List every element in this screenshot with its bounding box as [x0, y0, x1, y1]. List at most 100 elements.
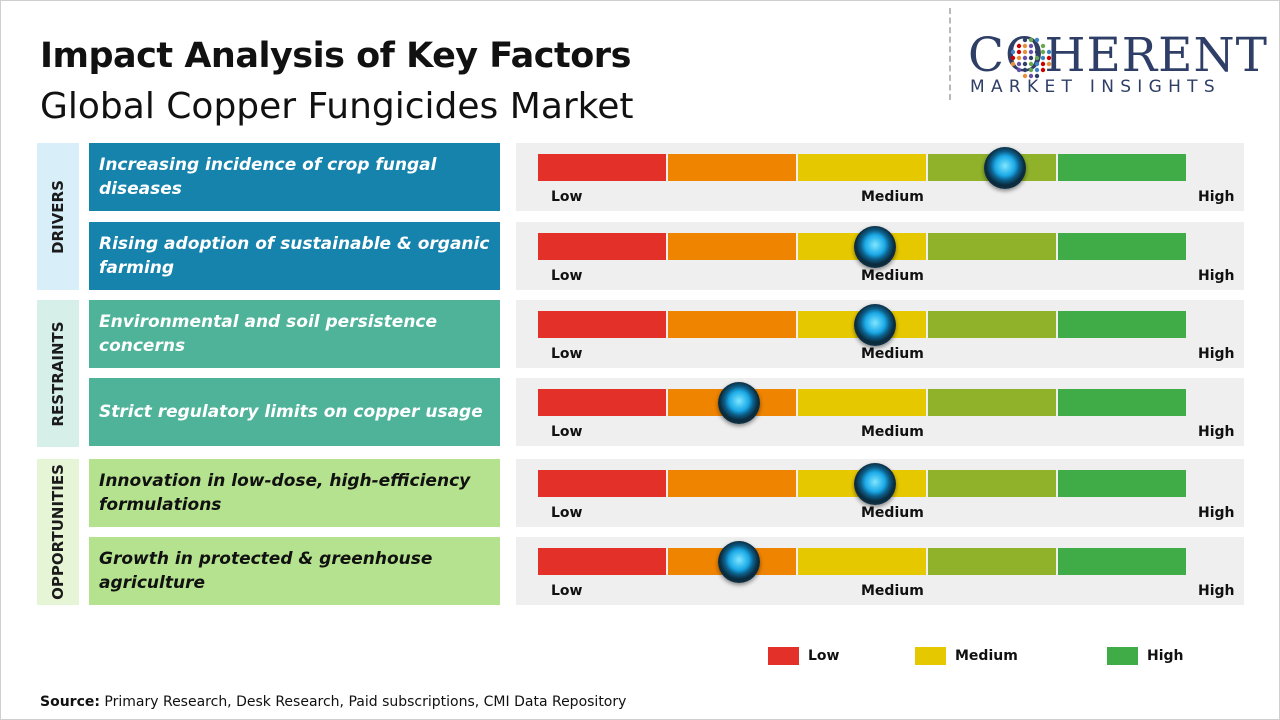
gauge-segment [798, 154, 926, 181]
gauge-label-medium: Medium [861, 189, 924, 205]
gauge-scale-bar [538, 311, 1186, 338]
logo-dot [1046, 55, 1052, 61]
impact-marker [853, 226, 896, 268]
factor-box: Increasing incidence of crop fungal dise… [89, 143, 500, 211]
gauge-label-high: High [1198, 583, 1235, 599]
factor-box: Strict regulatory limits on copper usage [89, 378, 500, 446]
gauge-segment [1058, 311, 1186, 338]
gauge-label-low: Low [551, 424, 583, 440]
logo-dot [1028, 67, 1034, 73]
logo-dot [1022, 49, 1028, 55]
logo-dot [1016, 55, 1022, 61]
logo-dot [1022, 37, 1028, 43]
logo-dot [1028, 37, 1034, 43]
source-text: Primary Research, Desk Research, Paid su… [99, 694, 627, 710]
logo-dot [1010, 49, 1016, 55]
logo-dot [1034, 43, 1040, 49]
gauge-label-high: High [1198, 505, 1235, 521]
gauge-label-medium: Medium [861, 424, 924, 440]
logo-dot [1028, 55, 1034, 61]
gauge-segment [1058, 389, 1186, 416]
gauge-segment [798, 548, 926, 575]
impact-marker [983, 147, 1026, 189]
gauge-segment [668, 233, 796, 260]
gauge-segment [668, 470, 796, 497]
logo-dot [1028, 43, 1034, 49]
gauge-segment [538, 470, 666, 497]
legend-label-low: Low [808, 648, 840, 664]
factor-box: Innovation in low-dose, high-efficiency … [89, 459, 500, 527]
gauge-label-high: High [1198, 424, 1235, 440]
gauge-label-low: Low [551, 346, 583, 362]
logo-dot [1022, 61, 1028, 67]
gauge-segment [1058, 233, 1186, 260]
source-label: Source: [40, 694, 100, 710]
gauge-segment [538, 389, 666, 416]
gauge-label-high: High [1198, 346, 1235, 362]
gauge-label-medium: Medium [861, 505, 924, 521]
logo-dot [1016, 67, 1022, 73]
gauge-label-medium: Medium [861, 583, 924, 599]
logo-dot [1034, 61, 1040, 67]
gauge-segment [928, 389, 1056, 416]
logo-dot-icon [1010, 37, 1052, 79]
logo-dot [1034, 55, 1040, 61]
impact-marker [853, 463, 896, 505]
gauge-scale-bar [538, 548, 1186, 575]
logo-dot [1040, 43, 1046, 49]
logo-dot [1046, 49, 1052, 55]
legend-swatch-medium [915, 647, 946, 665]
gauge-label-medium: Medium [861, 268, 924, 284]
logo-dot [1034, 73, 1040, 79]
logo-dot [1046, 61, 1052, 67]
gauge-segment [668, 311, 796, 338]
gauge-segment [1058, 470, 1186, 497]
logo-dot [1028, 49, 1034, 55]
gauge-segment [668, 154, 796, 181]
gauge-scale-bar [538, 389, 1186, 416]
logo-dot [1022, 43, 1028, 49]
impact-marker [717, 382, 760, 424]
logo-dot [1022, 55, 1028, 61]
impact-marker [853, 304, 896, 346]
gauge-segment [928, 233, 1056, 260]
gauge-label-high: High [1198, 189, 1235, 205]
logo-dot [1028, 73, 1034, 79]
gauge-segment [538, 233, 666, 260]
category-label: DRIVERS [49, 179, 67, 254]
gauge-segment [928, 470, 1056, 497]
gauge-label-high: High [1198, 268, 1235, 284]
gauge-segment [538, 548, 666, 575]
gauge-label-low: Low [551, 583, 583, 599]
gauge-scale-bar [538, 154, 1186, 181]
legend-swatch-low [768, 647, 799, 665]
legend-label-high: High [1147, 648, 1184, 664]
legend-label-medium: Medium [955, 648, 1018, 664]
gauge-segment [798, 389, 926, 416]
gauge-segment [928, 311, 1056, 338]
gauge-label-low: Low [551, 268, 583, 284]
logo-dot [1040, 55, 1046, 61]
category-restraints: RESTRAINTS [37, 300, 79, 447]
gauge-segment [538, 311, 666, 338]
category-label: RESTRAINTS [49, 320, 67, 427]
page-subtitle: Global Copper Fungicides Market [40, 86, 634, 127]
category-drivers: DRIVERS [37, 143, 79, 290]
factor-box: Growth in protected & greenhouse agricul… [89, 537, 500, 605]
category-opportunities: OPPORTUNITIES [37, 459, 79, 605]
logo-dot [1022, 67, 1028, 73]
logo-dot [1016, 43, 1022, 49]
factor-box: Rising adoption of sustainable & organic… [89, 222, 500, 290]
legend-swatch-high [1107, 647, 1138, 665]
logo-wordmark: COHERENT [968, 28, 1268, 83]
gauge-label-medium: Medium [861, 346, 924, 362]
logo-tagline: MARKET INSIGHTS [970, 77, 1221, 97]
gauge-segment [1058, 154, 1186, 181]
impact-marker [717, 541, 760, 583]
page-title: Impact Analysis of Key Factors [40, 36, 631, 76]
logo-dot [1016, 49, 1022, 55]
gauge-segment [538, 154, 666, 181]
source-note: Source: Primary Research, Desk Research,… [40, 694, 626, 710]
logo-dot [1010, 61, 1016, 67]
logo-dot [1028, 61, 1034, 67]
